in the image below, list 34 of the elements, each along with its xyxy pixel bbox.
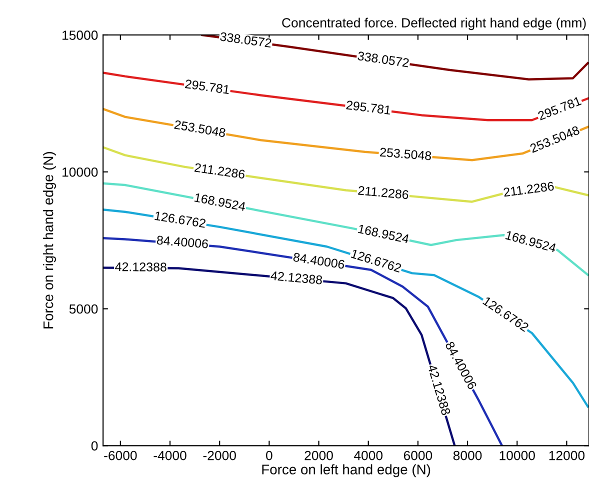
x-tick-label: 10000 (500, 450, 535, 460)
x-tick-label: 12000 (549, 450, 585, 460)
annotation: 338.0572 (357, 51, 410, 68)
x-tick-label: -2000 (203, 450, 236, 460)
x-tick-label: 6000 (404, 450, 432, 460)
text: Concentrated force. Deflected right hand edge (mm) (282, 18, 586, 30)
x-tick-label: 8000 (453, 450, 482, 460)
x-tick-label: 2000 (304, 450, 333, 460)
x-tick-label: -4000 (154, 450, 186, 460)
y-tick-label: 10000 (62, 167, 98, 177)
x-tick-label: -6000 (104, 450, 137, 460)
x-axis-title: Force on left hand edge (N) (262, 464, 430, 478)
annotation: 42.12388 (270, 271, 322, 285)
annotation: 211.2286 (503, 182, 554, 197)
annotation: 295.781 (184, 79, 230, 94)
annotation: 295.781 (346, 100, 391, 115)
annotation: 84.40006 (293, 252, 345, 270)
y-tick-label: 15000 (62, 30, 98, 40)
annotation: 211.2286 (194, 162, 246, 179)
x-tick-label: 4000 (354, 450, 383, 460)
annotation: 168.9524 (505, 230, 557, 253)
annotation: 211.2286 (358, 186, 409, 200)
annotation: 42.12388 (115, 262, 166, 272)
annotation: 168.9524 (194, 192, 246, 212)
y-tick-label: 0 (91, 441, 98, 451)
annotation: 253.5048 (380, 148, 432, 160)
x-tick-label: 0 (266, 450, 272, 460)
annotation: 126.6762 (154, 211, 206, 228)
annotation: 253.5048 (174, 120, 226, 138)
annotation: 338.0572 (220, 32, 272, 48)
y-tick-label: 5000 (69, 304, 98, 314)
y-axis-title: Force on right hand edge (N) (43, 152, 56, 328)
annotation: 84.40006 (156, 236, 208, 248)
annotation: 168.9524 (358, 224, 410, 244)
